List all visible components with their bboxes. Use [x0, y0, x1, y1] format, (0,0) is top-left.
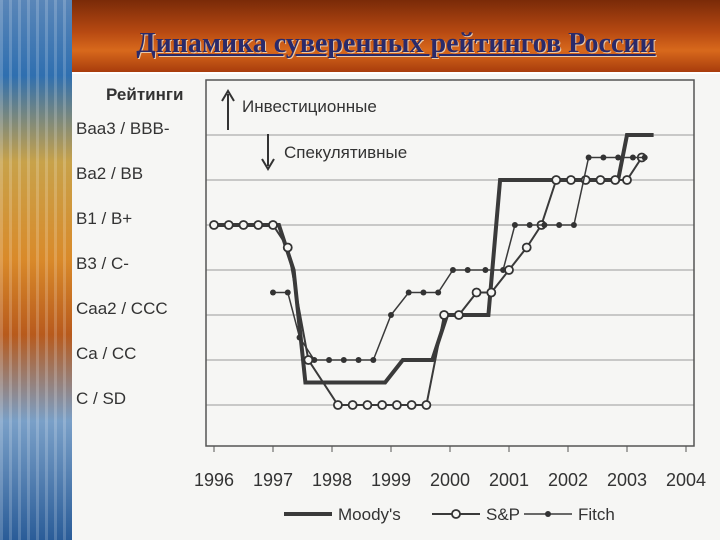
data-point — [347, 400, 358, 410]
data-point — [486, 287, 497, 298]
data-point — [504, 265, 514, 275]
legend-marker — [451, 509, 461, 519]
data-point — [370, 357, 377, 363]
data-point — [641, 154, 648, 161]
data-point — [391, 400, 402, 410]
data-point — [209, 220, 219, 230]
y-tick-label: B1 / B+ — [76, 209, 132, 228]
data-point — [238, 220, 249, 230]
data-point — [570, 222, 577, 228]
data-point — [622, 175, 632, 185]
data-point — [511, 222, 518, 228]
x-tick-label: 2001 — [489, 470, 529, 490]
arrow-up-icon — [221, 89, 235, 102]
x-tick-label: 1998 — [312, 470, 352, 490]
data-point — [521, 242, 532, 253]
data-point — [270, 289, 276, 296]
data-point — [449, 267, 456, 273]
y-axis-title: Рейтинги — [106, 85, 183, 104]
y-tick-label: Ca / CC — [76, 344, 136, 363]
legend-label: S&P — [486, 505, 520, 524]
legend-label: Fitch — [578, 505, 615, 524]
data-point — [284, 289, 291, 296]
data-point — [629, 154, 636, 161]
data-point — [482, 267, 489, 273]
annotation-label: Инвестиционные — [242, 97, 377, 116]
data-point — [471, 287, 482, 298]
x-tick-label: 2002 — [548, 470, 588, 490]
data-point — [600, 154, 607, 161]
data-point — [551, 175, 562, 185]
data-point — [282, 242, 293, 253]
data-point — [355, 357, 362, 363]
decorative-side-strip — [0, 0, 72, 540]
data-point — [311, 357, 318, 363]
data-point — [362, 400, 373, 410]
data-point — [296, 334, 303, 341]
data-point — [268, 220, 278, 230]
data-point — [556, 222, 563, 228]
data-point — [566, 175, 576, 185]
x-tick-label: 1996 — [194, 470, 234, 490]
data-point — [435, 289, 442, 296]
x-tick-label: 2003 — [607, 470, 647, 490]
data-point — [453, 310, 464, 320]
y-tick-label: B3 / C- — [76, 254, 129, 273]
data-point — [500, 267, 507, 273]
data-point — [464, 267, 471, 273]
annotation-label: Спекулятивные — [284, 143, 407, 162]
slide-title: Динамика суверенных рейтингов России — [136, 28, 656, 59]
ratings-line-chart: Рейтинги C / SD Ca / CC Caa2 / CCC B3 / C- B… — [72, 74, 720, 540]
data-point — [388, 312, 394, 318]
y-tick-label: Ba2 / BB — [76, 164, 143, 183]
data-point — [526, 222, 533, 228]
data-point — [405, 289, 412, 296]
data-point — [610, 175, 621, 185]
x-tick-label: 2004 — [666, 470, 706, 490]
y-tick-label: C / SD — [76, 389, 126, 408]
x-tick-label: 1997 — [253, 470, 293, 490]
x-tick-label: 2000 — [430, 470, 470, 490]
data-point — [253, 220, 264, 230]
data-point — [377, 400, 388, 410]
data-point — [615, 154, 622, 161]
data-point — [406, 400, 417, 410]
legend-label: Moody's — [338, 505, 401, 524]
data-point — [595, 175, 606, 185]
data-point — [421, 400, 432, 410]
data-point — [439, 310, 450, 320]
legend-marker — [545, 511, 551, 517]
arrow-down-icon — [261, 158, 275, 171]
data-point — [332, 400, 343, 410]
data-point — [585, 154, 592, 161]
chart-paper — [72, 74, 720, 540]
y-tick-label: Baa3 / BBB- — [76, 119, 170, 138]
data-point — [326, 357, 333, 363]
title-bar — [72, 0, 720, 72]
x-tick-label: 1999 — [371, 470, 411, 490]
series-line — [214, 156, 643, 406]
data-point — [303, 355, 314, 365]
y-tick-label: Caa2 / CCC — [76, 299, 168, 318]
data-point — [541, 222, 548, 228]
data-point — [340, 357, 347, 363]
data-point — [223, 220, 234, 230]
data-point — [420, 289, 427, 296]
